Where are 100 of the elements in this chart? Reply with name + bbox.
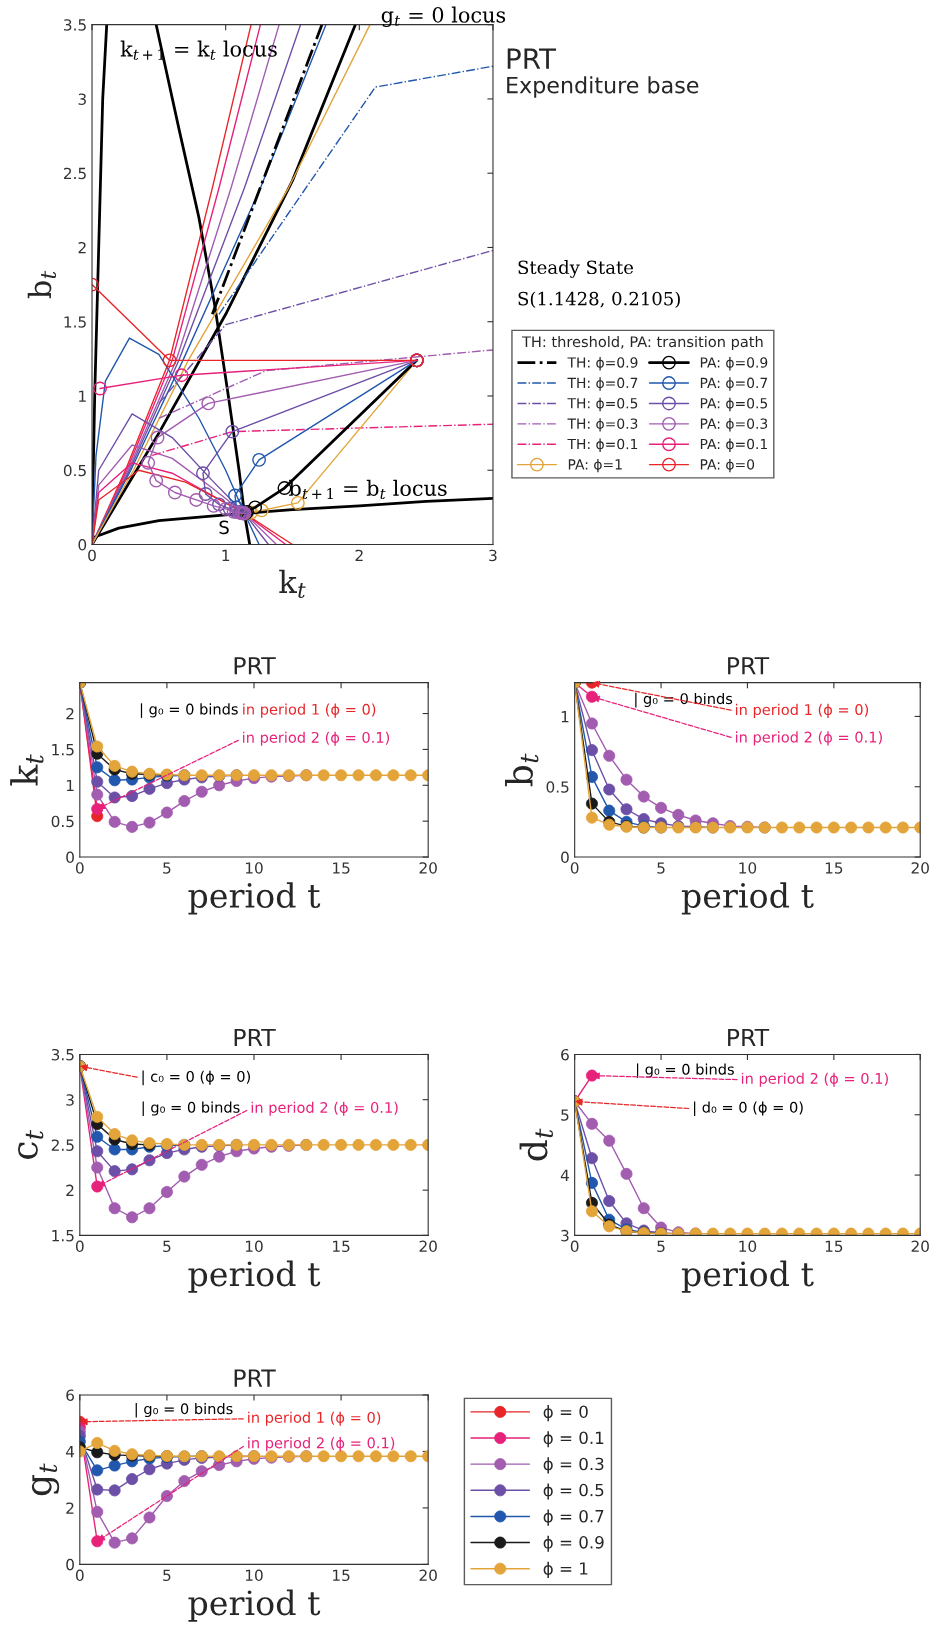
x-tick-label: 5 — [163, 1240, 171, 1253]
legend-label: TH: ϕ=0.1 — [567, 438, 638, 452]
annotation: in period 1 (ϕ = 0) — [243, 703, 376, 718]
y-axis-title: d$_{t}$ — [519, 1128, 553, 1161]
y-tick-label: 3.5 — [51, 1048, 74, 1061]
y-tick-label: 1.5 — [52, 1230, 74, 1242]
x-tick-label: 2 — [355, 549, 363, 561]
annotation: g$_{t}$ = 0 locus — [381, 6, 506, 28]
y-tick-label: 3 — [66, 1094, 74, 1106]
y-tick-label: 2.5 — [51, 1139, 74, 1151]
y-axis-title: b$_{t}$ — [505, 753, 539, 787]
y-tick-label: 1.5 — [52, 744, 74, 756]
legend-label: ϕ = 1 — [543, 1561, 588, 1578]
y-tick-label: 4 — [65, 1446, 75, 1458]
x-tick-label: 0 — [88, 549, 96, 562]
annotation: in period 2 (ϕ = 0.1) — [741, 1072, 888, 1087]
x-tick-label: 20 — [419, 862, 437, 874]
y-tick-label: 1 — [79, 390, 86, 402]
y-tick-label: 3 — [78, 93, 86, 105]
x-tick-label: 5 — [163, 862, 171, 874]
x-tick-label: 15 — [333, 1569, 350, 1582]
x-axis-title: period t — [188, 1589, 321, 1622]
x-tick-label: 0 — [570, 1240, 579, 1253]
y-axis-title: c$_{t}$ — [18, 1130, 44, 1160]
x-tick-label: 10 — [245, 1240, 263, 1253]
y-tick-label: 1 — [561, 711, 569, 723]
x-tick-label: 1 — [222, 549, 230, 561]
x-tick-label: 20 — [419, 1569, 437, 1582]
y-tick-label: 4 — [560, 1169, 569, 1181]
y-tick-label: 6 — [561, 1048, 569, 1061]
x-tick-label: 20 — [911, 1240, 929, 1253]
annotation: | d₀ = 0 (ϕ = 0) — [694, 1101, 803, 1117]
legend-label: ϕ = 0 — [543, 1405, 588, 1422]
chart-title: PRT — [234, 1028, 276, 1047]
y-tick-label: 1.5 — [64, 316, 86, 328]
x-tick-label: 20 — [911, 862, 929, 874]
annotation: in period 2 (ϕ = 0.1) — [243, 731, 390, 746]
x-axis-title: period t — [188, 882, 321, 915]
x-tick-label: 3 — [489, 549, 497, 562]
annotation: in period 1 (ϕ = 0) — [735, 703, 869, 718]
legend-label: PA: ϕ=0.1 — [700, 438, 767, 452]
legend-label: ϕ = 0.1 — [543, 1431, 604, 1448]
x-tick-label: 0 — [570, 862, 579, 874]
x-tick-label: 5 — [657, 862, 665, 874]
text: S(1.1428, 0.2105) — [518, 291, 680, 308]
y-tick-label: 2 — [66, 708, 74, 720]
x-tick-label: 10 — [739, 862, 757, 874]
annotation: in period 2 (ϕ = 0.1) — [248, 1437, 395, 1452]
legend-label: TH: ϕ=0.3 — [567, 418, 638, 432]
y-tick-label: 0 — [66, 851, 74, 864]
annotation: | c₀ = 0 (ϕ = 0) — [142, 1070, 250, 1086]
annotation: S — [219, 520, 229, 535]
x-axis-title: k$_{t}$ — [279, 569, 306, 598]
annotation: | g₀ = 0 binds — [142, 1101, 240, 1117]
chart-title: PRT — [234, 657, 276, 675]
y-tick-label: 0.5 — [63, 464, 86, 477]
y-tick-label: 2.5 — [63, 167, 86, 180]
y-tick-label: 1 — [66, 779, 74, 792]
legend-label: PA: ϕ=0.3 — [700, 418, 768, 432]
legend-label: ϕ = 0.3 — [543, 1457, 604, 1474]
x-tick-label: 5 — [657, 1240, 665, 1253]
x-tick-label: 10 — [245, 1569, 263, 1582]
text: PRT — [507, 48, 557, 69]
legend-label: PA: ϕ=0.9 — [700, 356, 768, 371]
x-axis-title: period t — [681, 1260, 814, 1293]
x-tick-label: 15 — [825, 1240, 843, 1253]
y-tick-label: 3 — [561, 1229, 569, 1242]
x-tick-label: 10 — [245, 862, 263, 874]
legend-label: PA: ϕ=1 — [568, 458, 622, 473]
annotation: | g₀ = 0 binds — [140, 703, 238, 718]
x-tick-label: 10 — [739, 1240, 757, 1253]
y-tick-label: 0.5 — [51, 815, 74, 828]
y-axis-title: k$_{t}$ — [10, 754, 44, 786]
annotation: in period 2 (ϕ = 0.1) — [735, 731, 882, 746]
y-tick-label: 2 — [66, 1184, 74, 1196]
legend-label: PA: ϕ=0 — [700, 458, 755, 473]
y-axis-title: b$_{t}$ — [27, 270, 57, 299]
legend-label: PA: ϕ=0.7 — [700, 377, 768, 391]
x-tick-label: 15 — [333, 862, 350, 874]
text: Expenditure base — [507, 76, 699, 98]
annotation: | g₀ = 0 binds — [636, 1063, 734, 1079]
x-axis-title: period t — [188, 1260, 321, 1293]
chart-title: PRT — [234, 1369, 276, 1387]
legend-label: ϕ = 0.9 — [543, 1535, 604, 1552]
annotation: in period 1 (ϕ = 0) — [248, 1411, 381, 1426]
y-tick-label: 0.5 — [546, 781, 569, 793]
y-tick-label: 6 — [66, 1389, 74, 1401]
x-axis-title: period t — [681, 882, 814, 915]
legend-label: TH: ϕ=0.7 — [567, 377, 638, 391]
y-tick-label: 0 — [78, 538, 87, 551]
y-tick-label: 5 — [561, 1109, 569, 1121]
text: Steady State — [518, 260, 634, 278]
chart-title: PRT — [728, 1028, 770, 1047]
x-tick-label: 5 — [163, 1569, 171, 1582]
legend-title: TH: threshold, PA: transition path — [521, 335, 763, 351]
y-axis-title: g$_{t}$ — [31, 1463, 60, 1496]
y-tick-label: 2 — [66, 1502, 74, 1514]
legend-label: ϕ = 0.5 — [543, 1483, 604, 1500]
annotation: | g₀ = 0 binds — [135, 1402, 233, 1418]
legend-label: ϕ = 0.7 — [543, 1509, 604, 1526]
